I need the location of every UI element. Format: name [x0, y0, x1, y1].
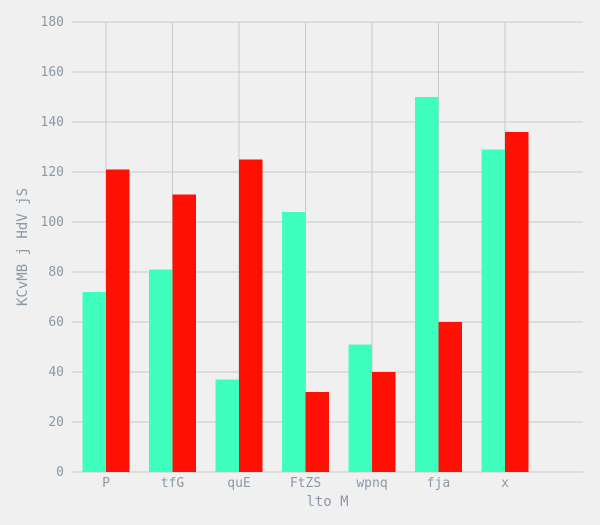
y-tick-label: 0: [56, 465, 64, 480]
bar-series-1: [282, 212, 306, 472]
bar-series-1: [149, 269, 173, 472]
x-axis-title: lto M: [306, 494, 348, 510]
bars: [82, 97, 529, 472]
y-tick-label: 20: [48, 415, 64, 430]
bar-series-2: [172, 194, 196, 472]
y-tick-label: 80: [48, 265, 64, 280]
bar-series-2: [438, 322, 462, 472]
bar-series-2: [372, 372, 396, 472]
x-tick-label: FtZS: [290, 476, 321, 491]
x-tick-label: fja: [427, 476, 450, 491]
bar-series-1: [415, 97, 439, 472]
bar-series-2: [505, 132, 529, 472]
y-tick-label: 100: [41, 215, 64, 230]
x-tick-label: tfG: [161, 476, 185, 491]
bar-series-2: [106, 169, 130, 472]
y-tick-label: 60: [48, 315, 64, 330]
y-tick-label: 180: [41, 15, 64, 30]
y-tick-labels: 0 20 40 60 80 100 120 140 160 180: [41, 15, 64, 480]
bar-series-1: [82, 292, 106, 472]
x-tick-label: P: [102, 476, 110, 491]
x-tick-label: x: [501, 476, 509, 491]
x-tick-label: quE: [227, 476, 250, 491]
y-axis-title: KCvMB j HdV jS: [15, 188, 31, 306]
y-tick-label: 140: [41, 115, 64, 130]
bar-series-2: [239, 159, 263, 472]
bar-series-2: [305, 392, 329, 472]
bar-series-1: [215, 379, 239, 472]
x-tick-label: wpnq: [356, 476, 387, 491]
y-tick-label: 160: [41, 65, 64, 80]
bar-series-1: [348, 344, 372, 472]
y-tick-label: 40: [48, 365, 64, 380]
y-tick-label: 120: [41, 165, 64, 180]
bar-series-1: [481, 149, 505, 472]
